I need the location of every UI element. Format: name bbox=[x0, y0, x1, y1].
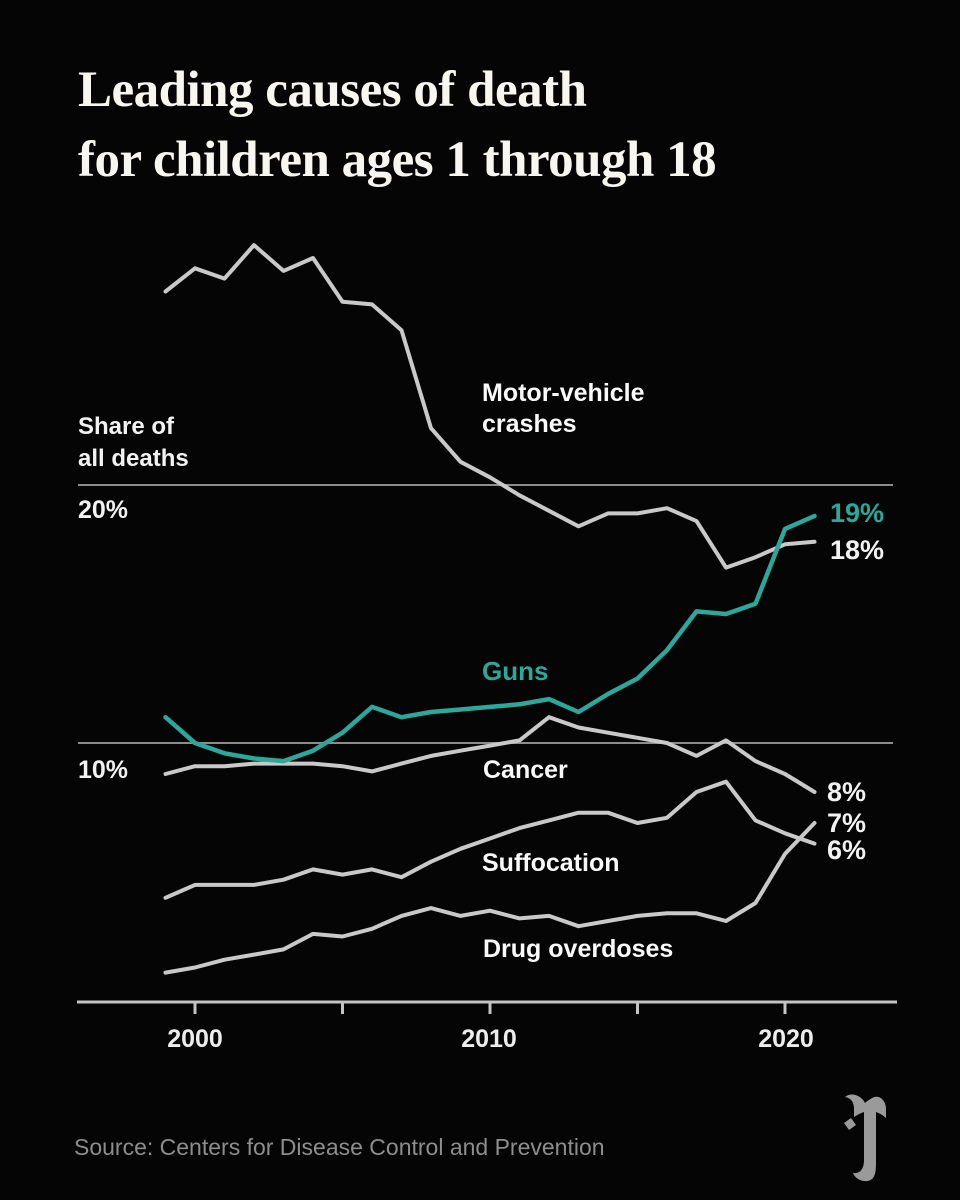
series-label-motor-vehicle: Motor-vehicle crashes bbox=[482, 378, 645, 440]
chart-title-line2: for children ages 1 through 18 bbox=[78, 132, 717, 188]
y-tick-label-10: 10% bbox=[78, 756, 129, 784]
end-value-drug-overdoses: 7% bbox=[827, 808, 867, 838]
series-label-motor-line2: crashes bbox=[482, 410, 577, 438]
series-line-motor-vehicle-crashes bbox=[163, 243, 817, 570]
series-label-drug-overdoses: Drug overdoses bbox=[483, 935, 674, 963]
series-line-cancer bbox=[163, 715, 817, 794]
series-line-guns bbox=[163, 513, 817, 764]
chart-title-line1: Leading causes of death bbox=[78, 62, 587, 118]
end-value-cancer: 8% bbox=[827, 777, 867, 807]
source-credit: Source: Centers for Disease Control and … bbox=[74, 1134, 605, 1160]
series-label-suffocation: Suffocation bbox=[482, 849, 620, 877]
series-line-drug-overdoses bbox=[163, 821, 817, 975]
y-tick-label-20: 20% bbox=[78, 496, 129, 524]
end-value-guns: 19% bbox=[830, 498, 885, 528]
y-axis-unit-label: Share of all deaths bbox=[78, 411, 189, 475]
nyt-logo-icon bbox=[844, 1094, 886, 1182]
end-value-motor-vehicle: 18% bbox=[830, 535, 885, 565]
y-axis-unit-line1: Share of bbox=[78, 413, 175, 440]
end-value-suffocation: 6% bbox=[827, 835, 867, 865]
y-axis-unit-line2: all deaths bbox=[78, 445, 189, 472]
x-axis-label-2020: 2020 bbox=[758, 1025, 814, 1053]
series-label-guns: Guns bbox=[482, 656, 549, 686]
series-line-suffocation bbox=[163, 779, 817, 900]
chart-title: Leading causes of death for children age… bbox=[78, 55, 717, 195]
series-label-cancer: Cancer bbox=[483, 756, 568, 784]
x-axis-label-2010: 2010 bbox=[461, 1025, 517, 1053]
x-axis-label-2000: 2000 bbox=[167, 1025, 223, 1053]
series-label-motor-line1: Motor-vehicle bbox=[482, 379, 645, 407]
